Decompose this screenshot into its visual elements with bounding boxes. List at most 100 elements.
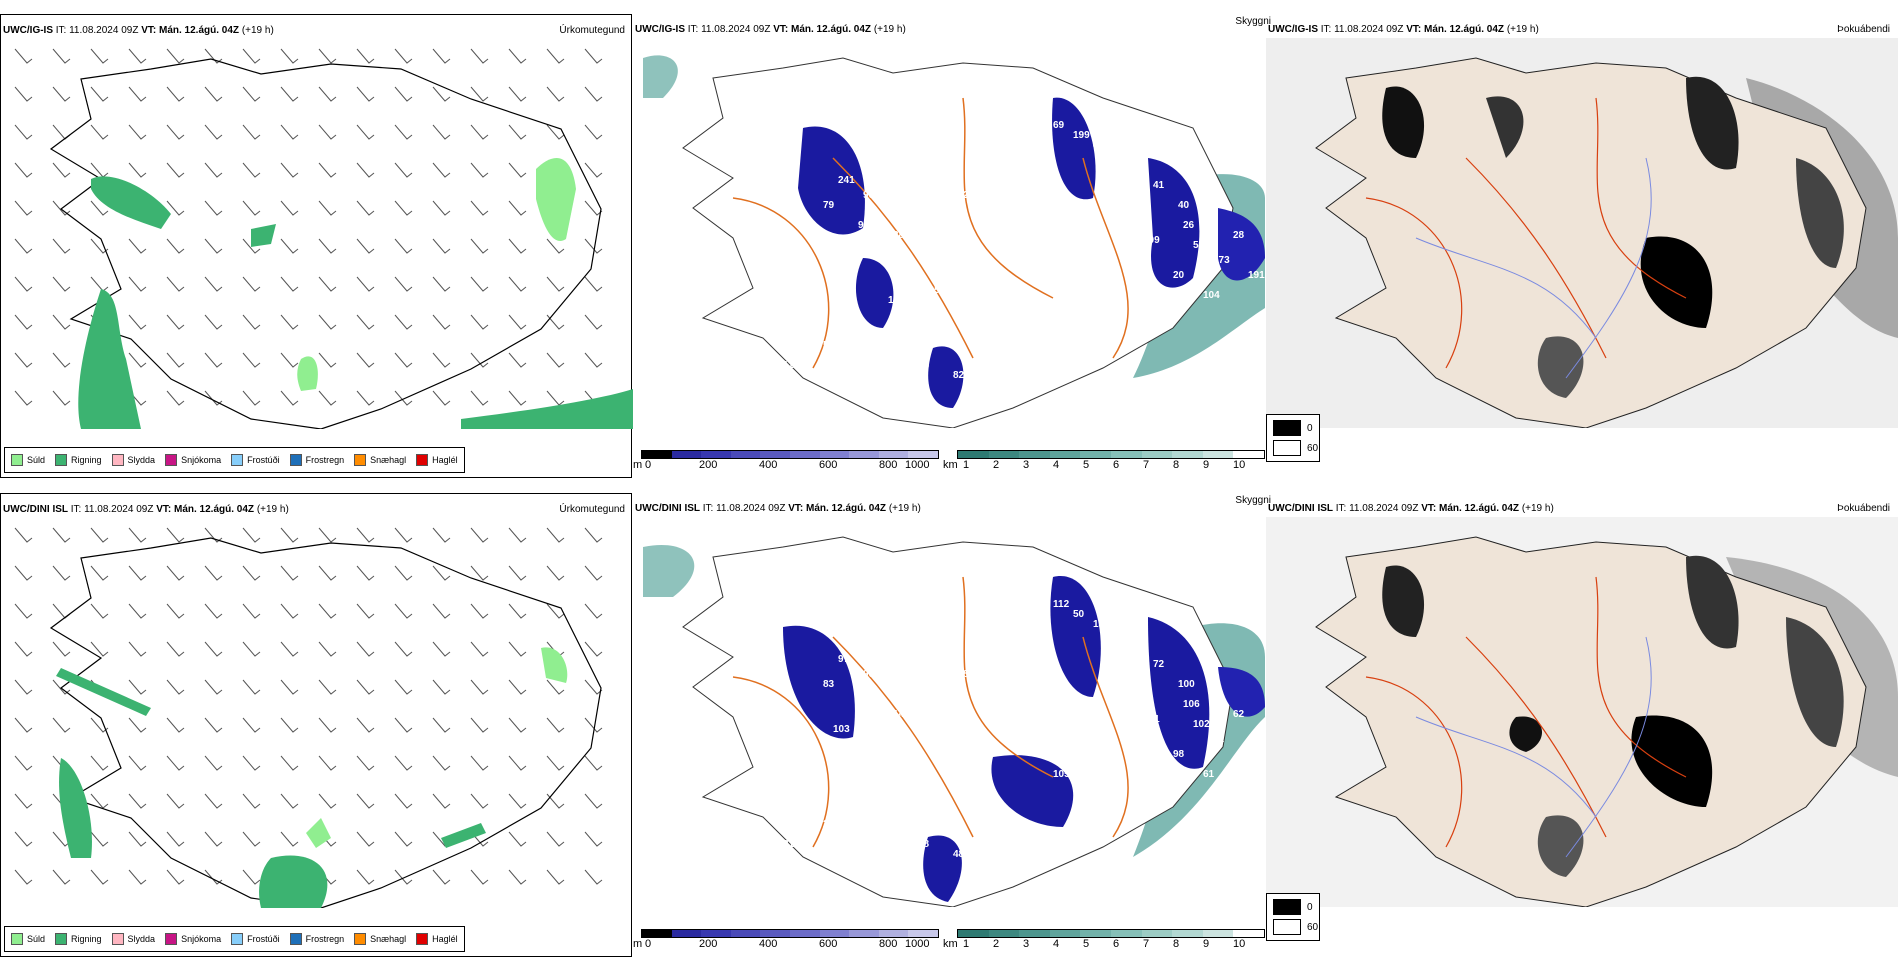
visibility-value-label: 80 bbox=[963, 669, 975, 680]
wind-barb bbox=[14, 352, 33, 368]
visibility-value-label: 191 bbox=[1248, 270, 1265, 281]
wind-barb bbox=[508, 124, 527, 140]
swatch bbox=[416, 454, 429, 466]
visibility-value-label: 91 bbox=[783, 564, 795, 575]
wind-barb bbox=[318, 48, 337, 64]
wind-barb bbox=[128, 352, 147, 368]
wind-barb bbox=[356, 276, 375, 292]
ceiling-tick: 0 bbox=[645, 938, 652, 950]
wind-barb bbox=[584, 831, 603, 847]
visibility-value-label: 144 bbox=[893, 709, 910, 720]
wind-barb bbox=[432, 200, 451, 216]
wind-barb bbox=[242, 527, 261, 543]
fog-map bbox=[1266, 38, 1898, 428]
visibility-tick: 3 bbox=[1023, 938, 1030, 950]
wind-barb bbox=[546, 869, 565, 885]
visibility-tick: 5 bbox=[1083, 459, 1090, 471]
wind-barb bbox=[394, 755, 413, 771]
wind-barb bbox=[242, 276, 261, 292]
wind-barb bbox=[14, 869, 33, 885]
wind-barb bbox=[508, 831, 527, 847]
wind-barb bbox=[52, 238, 71, 254]
wind-barb bbox=[470, 238, 489, 254]
swatch bbox=[416, 933, 429, 945]
wind-barb bbox=[508, 238, 527, 254]
wind-barb bbox=[166, 793, 185, 809]
wind-barb bbox=[432, 869, 451, 885]
wind-barb bbox=[280, 755, 299, 771]
wind-barb bbox=[204, 238, 223, 254]
wind-barb bbox=[14, 314, 33, 330]
wind-barb bbox=[584, 793, 603, 809]
visibility-value-label: 58 bbox=[918, 839, 930, 850]
visibility-value-label: 204 bbox=[823, 819, 840, 830]
wind-barb bbox=[90, 603, 109, 619]
legend-item-slydda: Slydda bbox=[111, 454, 155, 466]
wind-barb bbox=[470, 565, 489, 581]
visibility-value-label: 25 bbox=[963, 190, 975, 201]
wind-barb bbox=[508, 200, 527, 216]
wind-barb bbox=[584, 755, 603, 771]
wind-barb bbox=[546, 717, 565, 733]
wind-barb bbox=[52, 565, 71, 581]
panel-label: Úrkomutegund bbox=[559, 25, 625, 36]
wind-barb bbox=[394, 276, 413, 292]
wind-barb bbox=[280, 603, 299, 619]
wind-barb bbox=[318, 793, 337, 809]
panel-title: UWC/DINI ISL IT: 11.08.2024 09Z VT: Mán.… bbox=[1268, 503, 1554, 514]
swatch bbox=[354, 933, 367, 945]
wind-barb bbox=[356, 86, 375, 102]
wind-barb bbox=[280, 124, 299, 140]
visibility-value-label: 54 bbox=[918, 360, 930, 371]
wind-barb bbox=[242, 200, 261, 216]
wind-barb bbox=[14, 679, 33, 695]
wind-barb bbox=[14, 390, 33, 406]
wind-barb bbox=[204, 162, 223, 178]
visibility-value-label: 373 bbox=[1213, 255, 1230, 266]
wind-barb bbox=[584, 124, 603, 140]
visibility-colorbar-bar bbox=[957, 929, 1265, 938]
wind-barb bbox=[90, 869, 109, 885]
wind-barb bbox=[280, 314, 299, 330]
wind-barb bbox=[546, 527, 565, 543]
wind-barb bbox=[356, 527, 375, 543]
wind-barb bbox=[90, 86, 109, 102]
wind-barb bbox=[204, 314, 223, 330]
wind-barb bbox=[470, 314, 489, 330]
swatch bbox=[231, 454, 244, 466]
visibility-value-label: 199 bbox=[1073, 130, 1090, 141]
wind-barb bbox=[356, 641, 375, 657]
wind-barb bbox=[432, 162, 451, 178]
wind-barb bbox=[470, 641, 489, 657]
visibility-value-label: 85 bbox=[838, 809, 850, 820]
wind-barb bbox=[52, 679, 71, 695]
legend-item-snaehagl: Snæhagl bbox=[354, 454, 406, 466]
wind-barb bbox=[14, 793, 33, 809]
wind-barb bbox=[508, 48, 527, 64]
wind-barb bbox=[584, 869, 603, 885]
wind-barb bbox=[90, 48, 109, 64]
visibility-value-label: 50 bbox=[1073, 609, 1085, 620]
wind-barb bbox=[52, 48, 71, 64]
wind-barb bbox=[14, 162, 33, 178]
wind-barb bbox=[204, 679, 223, 695]
wind-barb bbox=[242, 86, 261, 102]
panel-label: Skyggni bbox=[1235, 16, 1271, 27]
swatch bbox=[11, 933, 23, 945]
wind-barb bbox=[546, 238, 565, 254]
wind-barb bbox=[470, 793, 489, 809]
fog-panel-top: UWC/IG-IS IT: 11.08.2024 09Z VT: Mán. 12… bbox=[1266, 14, 1898, 478]
visibility-value-label: 245 bbox=[993, 679, 1010, 690]
wind-barb bbox=[394, 793, 413, 809]
visibility-tick: 7 bbox=[1143, 938, 1150, 950]
visibility-value-label: 43 bbox=[838, 330, 850, 341]
visibility-tick: 5 bbox=[1083, 938, 1090, 950]
wind-barb bbox=[508, 352, 527, 368]
wind-barb bbox=[470, 200, 489, 216]
wind-barb bbox=[432, 124, 451, 140]
panel-label: Skyggni bbox=[1235, 495, 1271, 506]
wind-barb bbox=[166, 276, 185, 292]
wind-barb bbox=[128, 527, 147, 543]
panel-title: UWC/DINI ISL IT: 11.08.2024 09Z VT: Mán.… bbox=[3, 504, 289, 515]
wind-barb bbox=[242, 238, 261, 254]
